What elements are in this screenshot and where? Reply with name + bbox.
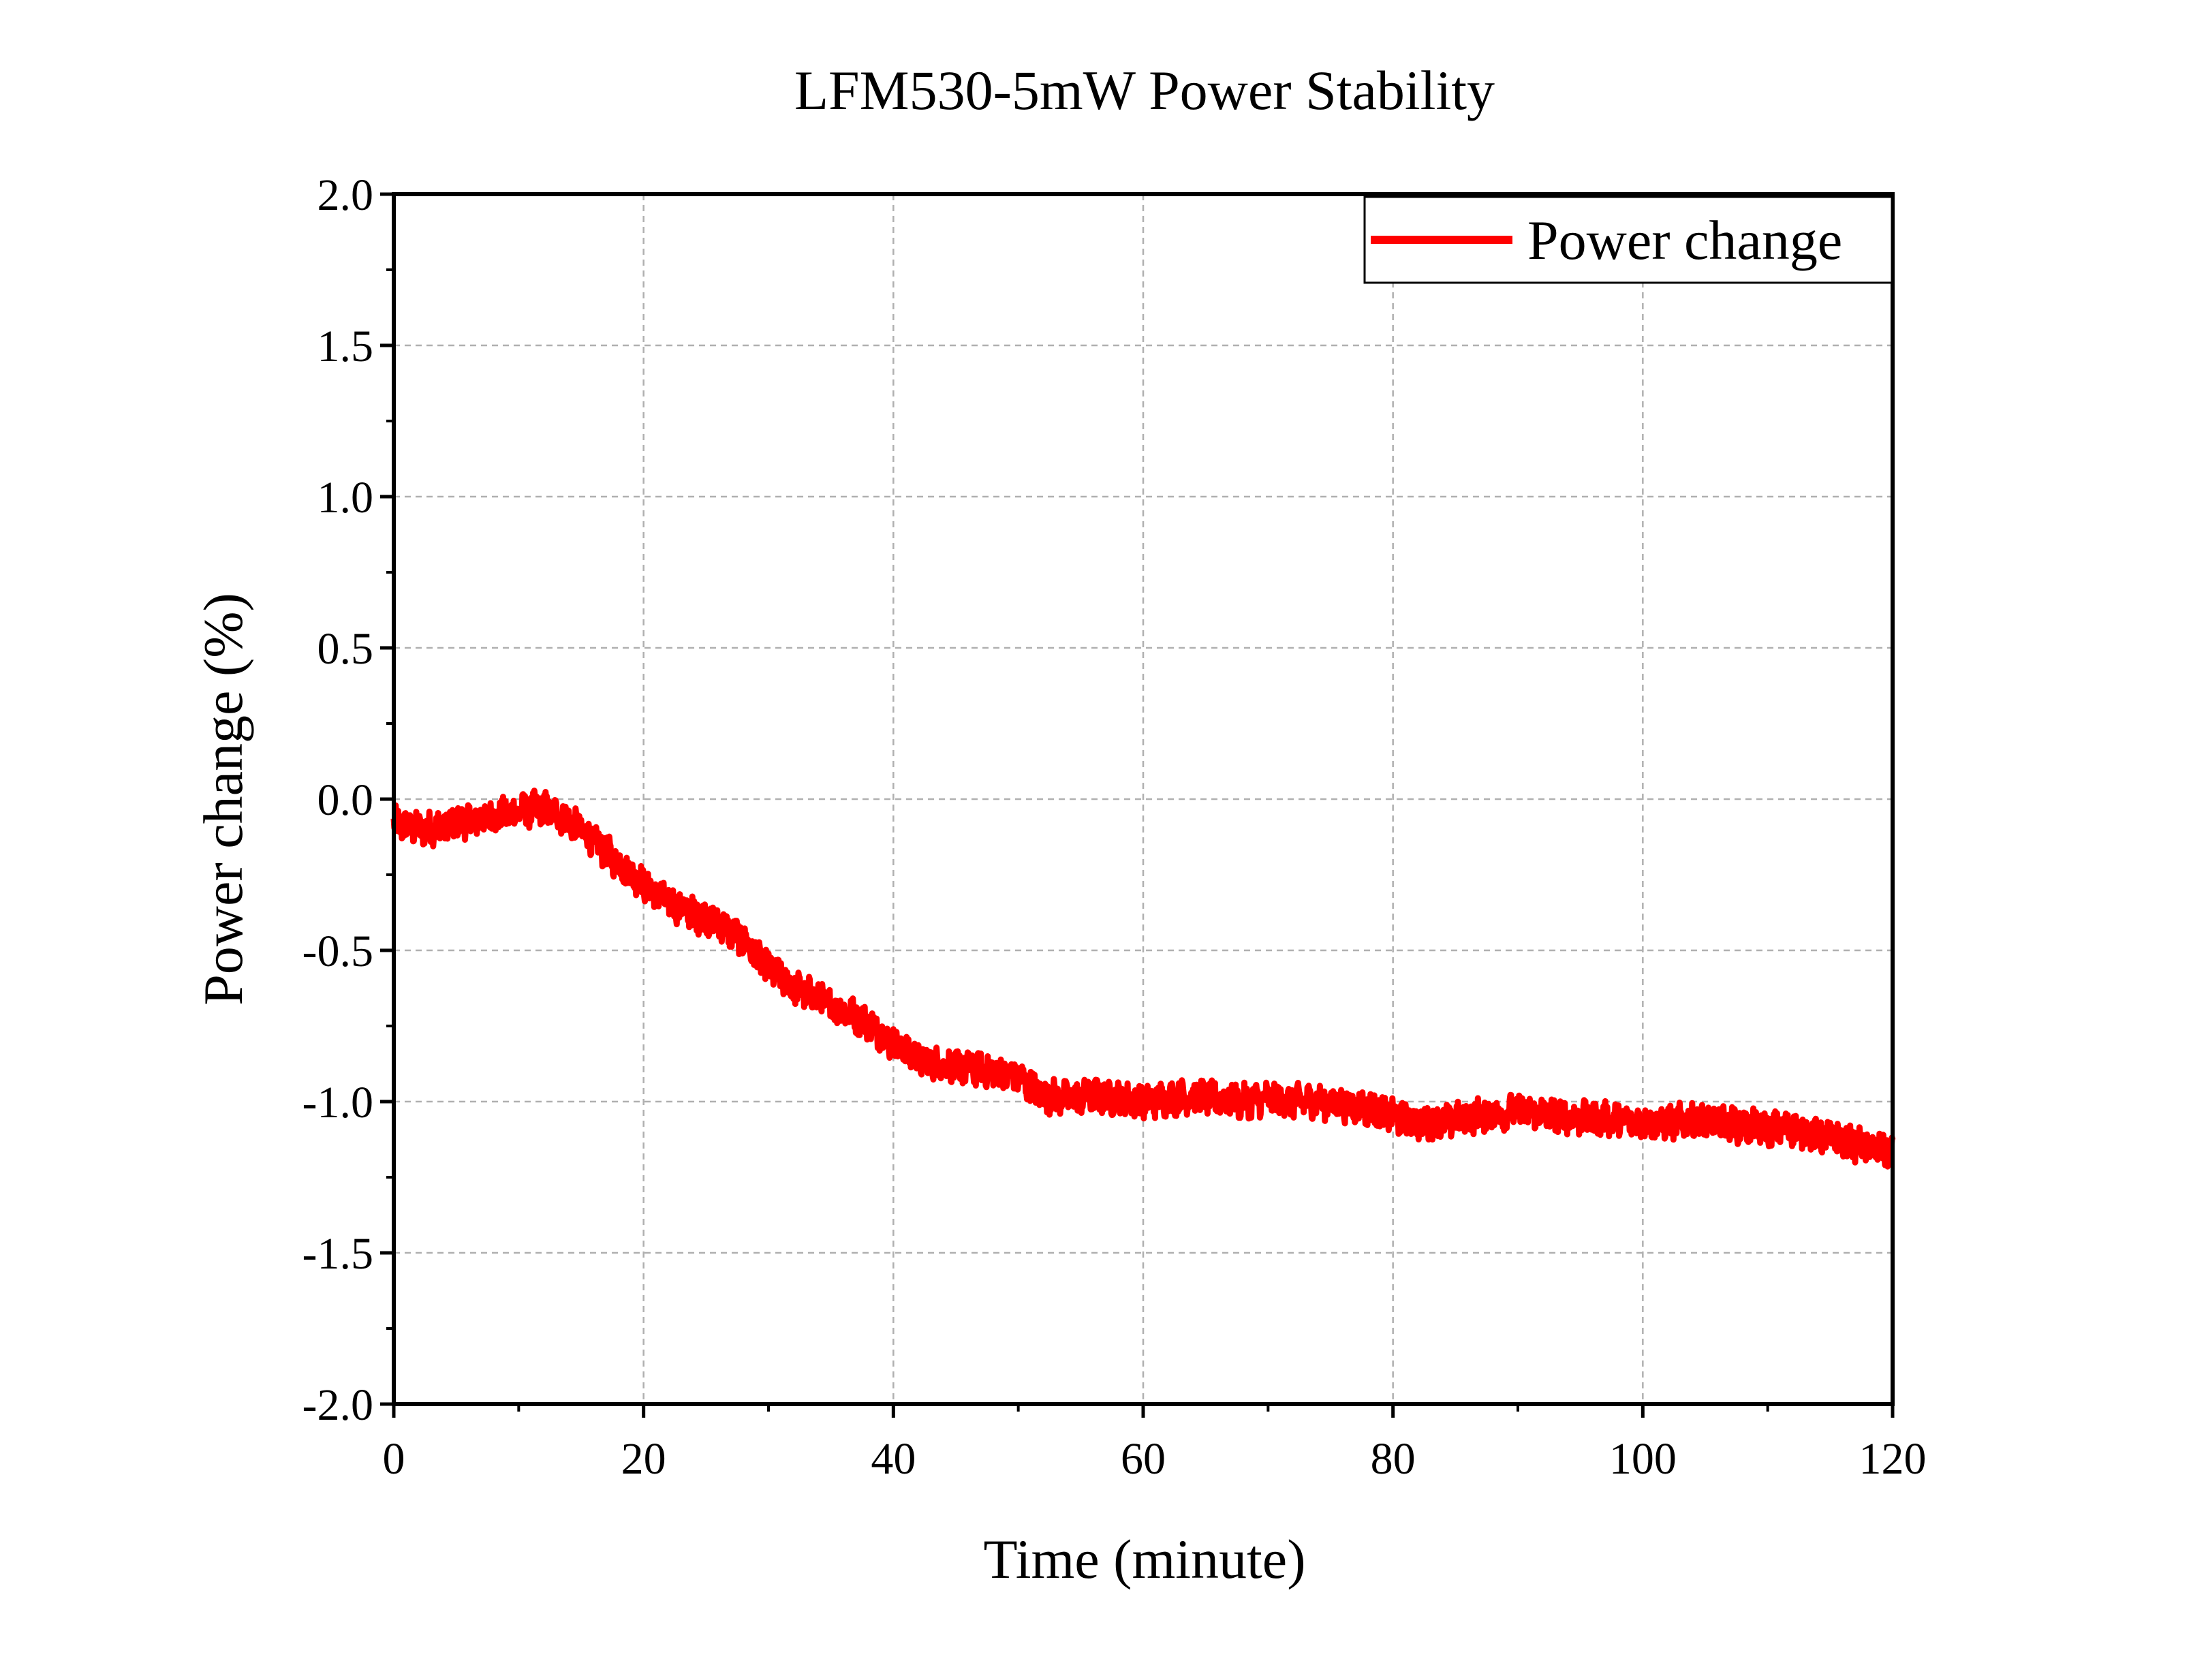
x-tick-label: 80 — [1371, 1434, 1416, 1484]
chart-title: LFM530-5mW Power Stability — [794, 59, 1495, 121]
plot-series — [390, 788, 1896, 1170]
x-tick-label: 20 — [621, 1434, 666, 1484]
series-line-power-change — [390, 788, 1896, 1170]
y-tick-label: 0.5 — [317, 624, 374, 674]
x-tick-label: 120 — [1859, 1434, 1927, 1484]
y-axis-title: Power change (%) — [192, 593, 254, 1006]
x-tick-label: 100 — [1609, 1434, 1677, 1484]
y-tick-label: -2.0 — [302, 1380, 373, 1430]
legend: Power change — [1363, 196, 1893, 284]
y-tick-label: 2.0 — [317, 170, 374, 220]
y-tick-label: -1.5 — [302, 1229, 373, 1279]
legend-label: Power change — [1527, 209, 1842, 271]
x-tick-label: 0 — [383, 1434, 405, 1484]
y-tick-label: -1.0 — [302, 1078, 373, 1127]
y-tick-label: -0.5 — [302, 927, 373, 976]
y-tick-label: 0.0 — [317, 775, 374, 825]
x-axis-title: Time (minute) — [983, 1528, 1305, 1590]
y-tick-label: 1.0 — [317, 473, 374, 523]
x-tick-label: 60 — [1121, 1434, 1166, 1484]
x-tick-label: 40 — [871, 1434, 916, 1484]
axis-ticks: 0 20 40 60 80 100 120 2.0 1.5 1.0 0.5 0.0 -0.5 -1.0 -1… — [302, 170, 1927, 1484]
y-tick-label: 1.5 — [317, 322, 374, 371]
grid-lines — [394, 194, 1893, 1404]
